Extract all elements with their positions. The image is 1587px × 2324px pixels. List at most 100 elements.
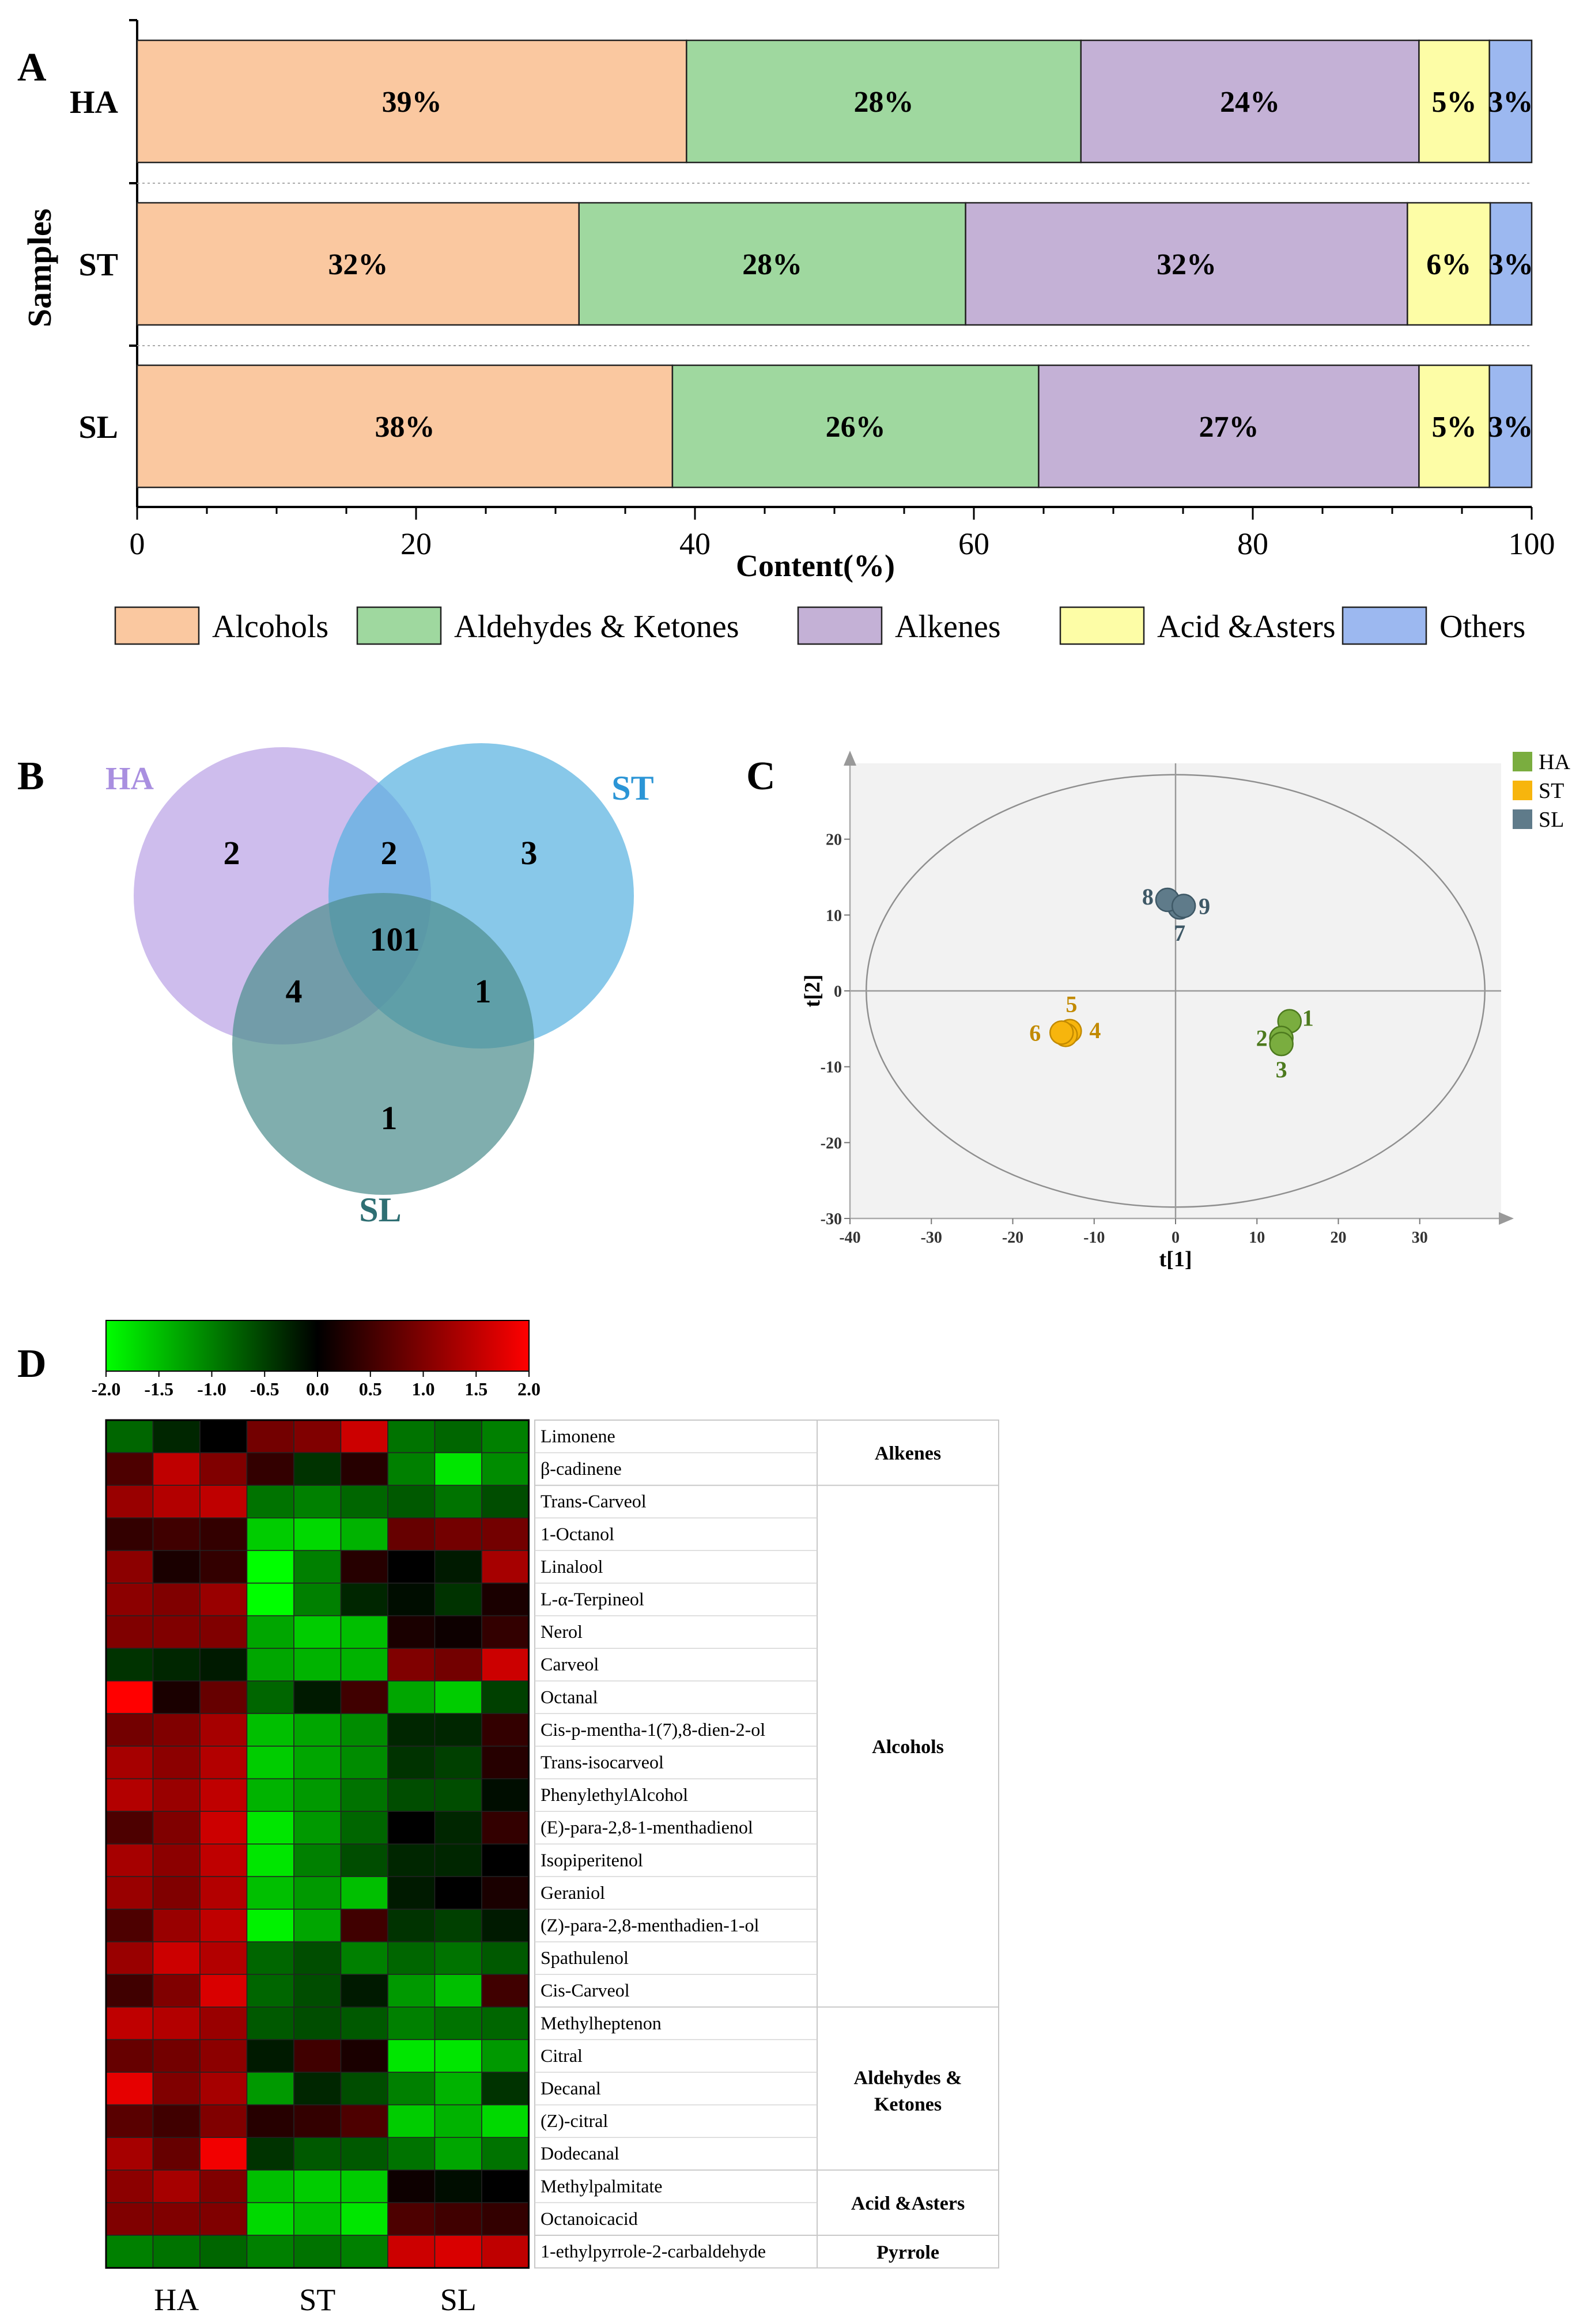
heatmap-cell: [434, 1941, 482, 1975]
heatmap-cell: [481, 1778, 530, 1812]
y-tick-label: -30: [821, 1210, 842, 1228]
bar-segment: [1418, 364, 1490, 489]
heatmap-cell: [481, 2137, 530, 2171]
data-label: 27%: [1199, 411, 1259, 444]
scale-tick-label: 1.5: [464, 1379, 488, 1399]
heatmap-cell: [105, 2104, 154, 2138]
point-label: 2: [1256, 1025, 1268, 1051]
point-label: 7: [1174, 920, 1185, 946]
scale-tick-label: 0.5: [359, 1379, 382, 1399]
legend-label: Acid &Asters: [1157, 609, 1336, 645]
point-label: 3: [1276, 1057, 1287, 1082]
bar-segment: [1038, 364, 1420, 489]
heatmap-cell: [434, 1615, 482, 1649]
heatmap-cell: [293, 1778, 342, 1812]
heatmap-cell: [152, 2007, 201, 2041]
heatmap-cell: [481, 1844, 530, 1878]
heatmap-cell: [105, 1713, 154, 1747]
heatmap-cell: [199, 1583, 248, 1617]
heatmap-cell: [434, 1648, 482, 1682]
venn-region-count: 1: [381, 1099, 398, 1137]
heatmap-cell: [340, 2170, 388, 2204]
heatmap-cell: [481, 1517, 530, 1551]
heatmap-cell: [481, 2235, 530, 2269]
class-label: Alkenes: [875, 1443, 941, 1464]
heatmap-cell: [246, 1517, 294, 1551]
heatmap-cell: [293, 1876, 342, 1910]
panel-a-letter: A: [17, 46, 47, 90]
heatmap-cell: [481, 1713, 530, 1747]
legend-label: Others: [1439, 609, 1525, 645]
heatmap-cell: [434, 1452, 482, 1486]
panel-a: A Samples HA 39% 28% 24% 5% 3% ST 32% 28% 32% 6% 3%…: [17, 19, 1555, 645]
heatmap-cell: [293, 1583, 342, 1617]
heatmap-cell: [434, 1713, 482, 1747]
heatmap-cell: [105, 1778, 154, 1812]
row-label: Dodecanal: [541, 2143, 619, 2164]
heatmap-cell: [434, 1517, 482, 1551]
heatmap-cell: [387, 2007, 436, 2041]
heatmap-cell: [105, 1452, 154, 1486]
x-tick-label: 10: [1249, 1229, 1265, 1247]
heatmap-cell: [387, 2170, 436, 2204]
scatter-point: [1049, 1020, 1074, 1045]
heatmap-cell: [246, 2039, 294, 2073]
heatmap-cell: [246, 1844, 294, 1878]
row-label: β-cadinene: [541, 1458, 622, 1479]
heatmap-cell: [199, 1517, 248, 1551]
scale-tick-label: 1.0: [412, 1379, 435, 1399]
row-label: Linalool: [541, 1556, 603, 1577]
bar-segment: [1489, 202, 1533, 326]
bar-segment: [1488, 364, 1533, 489]
panel-b: B HA ST SL 2 2 3 101 4 1 1: [17, 743, 654, 1229]
legend-label: Alcohols: [212, 609, 328, 645]
venn-set-label-ha: HA: [105, 761, 154, 797]
heatmap-cell: [434, 2104, 482, 2138]
heatmap-cell: [293, 1811, 342, 1845]
heatmap-cell: [152, 1974, 201, 2008]
heatmap-cell: [105, 1485, 154, 1519]
heatmap-cell: [199, 1746, 248, 1780]
heatmap-cell: [199, 1974, 248, 2008]
heatmap-cell: [105, 1550, 154, 1584]
heatmap-cell: [246, 1485, 294, 1519]
heatmap-cell: [293, 1452, 342, 1486]
heatmap-cell: [152, 2104, 201, 2138]
category-label: ST: [79, 247, 119, 283]
heatmap-cell: [199, 1909, 248, 1943]
pca-score-plot: -40 -30 -20 -10 0 10 20 30-30-20-1001020t[1]t[2…: [800, 750, 1570, 1271]
legend: Alcohols Aldehydes & Ketones Alkenes Acid &…: [114, 606, 1525, 645]
heatmap-cell: [199, 2039, 248, 2073]
heatmap-cell: [293, 2170, 342, 2204]
heatmap-cell: [293, 2039, 342, 2073]
row-label: Isopiperitenol: [541, 1849, 643, 1870]
venn-region-count: 3: [521, 834, 538, 872]
point-label: 9: [1199, 894, 1210, 919]
heatmap-cell: [246, 1876, 294, 1910]
heatmap-cell: [340, 2007, 388, 2041]
heatmap-cell: [246, 1615, 294, 1649]
heatmap-cell: [293, 1420, 342, 1454]
panel-d-letter: D: [17, 1342, 47, 1386]
heatmap-cell: [199, 2137, 248, 2171]
heatmap-cell: [340, 2202, 388, 2236]
scale-tick-label: 2.0: [517, 1379, 541, 1399]
bar-segment: [578, 202, 966, 326]
scale-tick-label: -2.0: [92, 1379, 121, 1399]
y-tick-label: 10: [826, 907, 842, 925]
heatmap-cell: [340, 1680, 388, 1714]
heatmap-cell: [340, 1746, 388, 1780]
legend-label: Alkenes: [895, 609, 1001, 645]
data-label: 32%: [1157, 248, 1216, 281]
heatmap-cell: [199, 1420, 248, 1454]
heatmap-cell: [152, 1550, 201, 1584]
heatmap-cell: [152, 1844, 201, 1878]
x-tick-label: 20: [1331, 1229, 1347, 1247]
heatmap-cell: [293, 2202, 342, 2236]
panel-d: D -2.0 -1.5 -1.0 -0.5 0.0 0.5 1.0 1.5 2.0 Limonen…: [17, 1320, 999, 2317]
heatmap-cell: [199, 2104, 248, 2138]
x-tick-label: 0: [130, 527, 145, 561]
y-axis-label: t[2]: [800, 975, 825, 1008]
heatmap-cell: [246, 1909, 294, 1943]
heatmap-cell: [481, 1648, 530, 1682]
